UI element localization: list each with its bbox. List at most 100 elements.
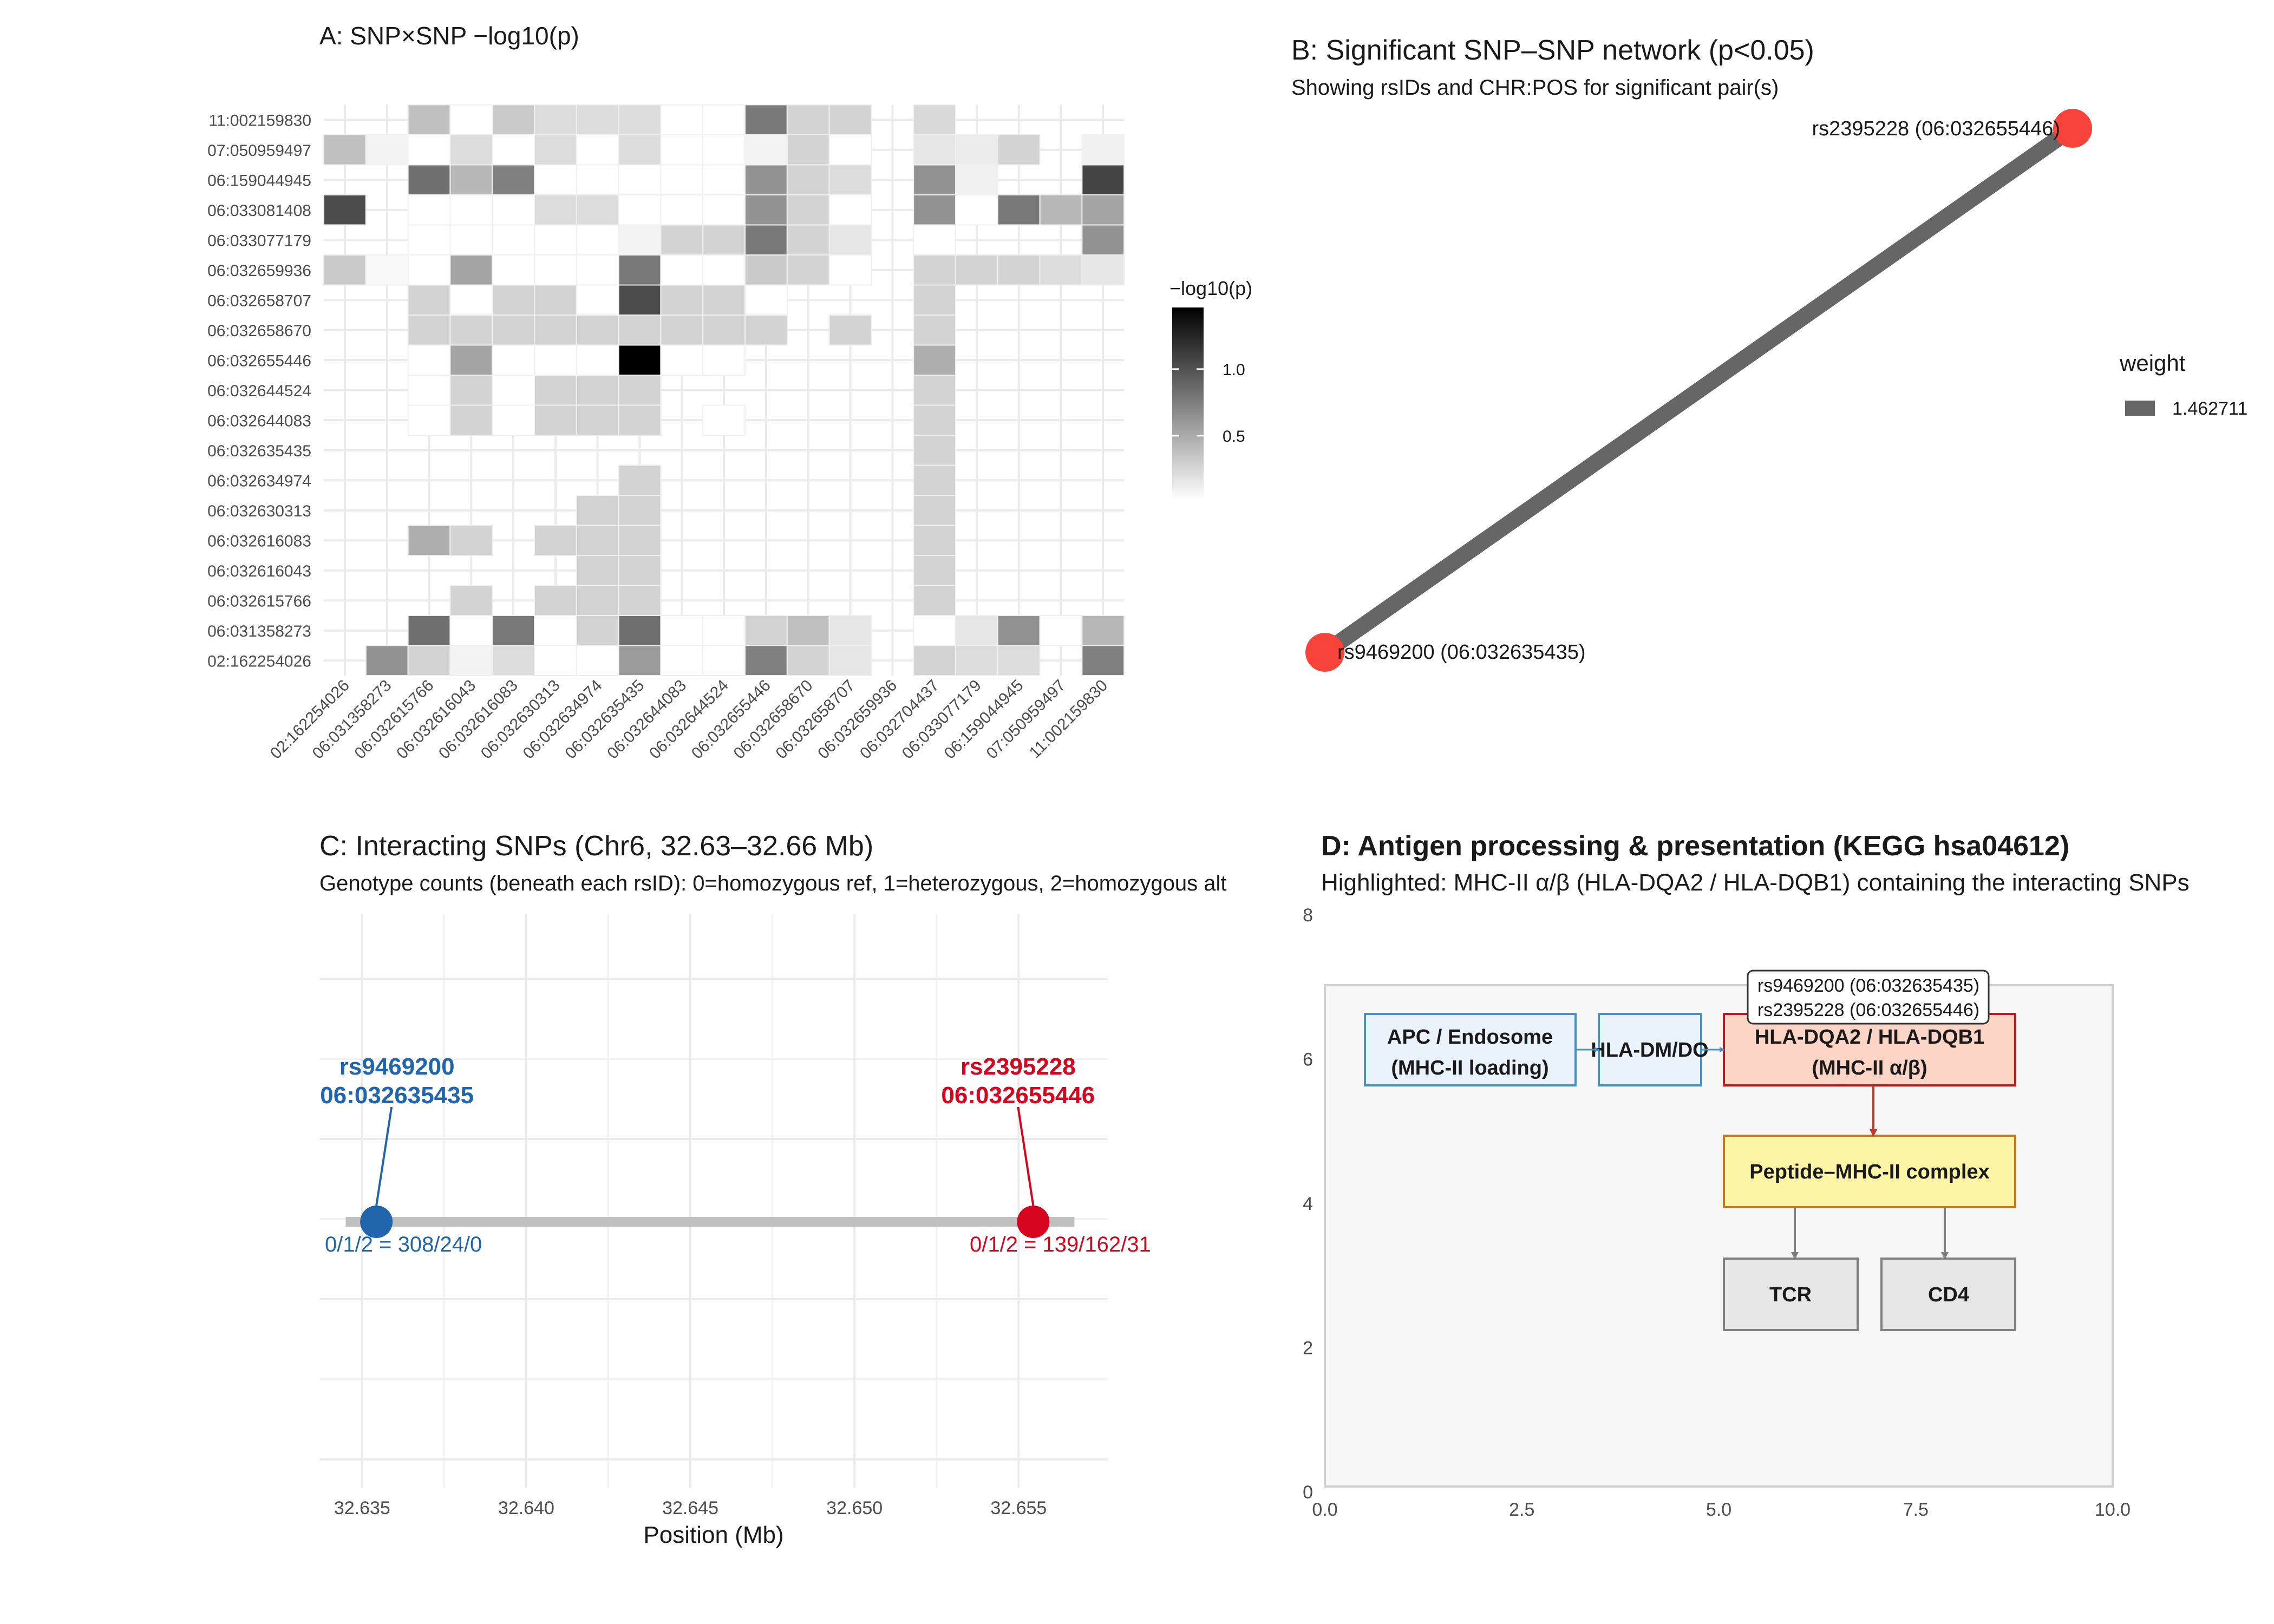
heatmap-cell[interactable] [702,344,746,376]
heatmap-cell[interactable] [492,164,535,195]
heatmap-cell[interactable] [913,254,956,286]
heatmap-cell[interactable] [492,134,535,166]
heatmap-cell[interactable] [702,404,746,436]
heatmap-cell[interactable] [449,164,493,195]
heatmap-cell[interactable] [449,645,493,676]
heatmap-cell[interactable] [576,104,619,135]
heatmap-cell[interactable] [449,615,493,646]
heatmap-cell[interactable] [576,375,619,406]
heatmap-cell[interactable] [828,315,872,346]
heatmap-cell[interactable] [660,615,704,646]
heatmap-cell[interactable] [576,645,619,676]
heatmap-cell[interactable] [576,315,619,346]
heatmap-cell[interactable] [1081,254,1125,286]
heatmap-cell[interactable] [1081,164,1125,195]
heatmap-cell[interactable] [407,224,451,256]
heatmap-cell[interactable] [449,375,493,406]
heatmap-cell[interactable] [660,104,704,135]
pathway-box-hla-dqa2-dqb1[interactable]: HLA-DQA2 / HLA-DQB1 (MHC-II α/β) [1723,1013,2016,1086]
heatmap-cell[interactable] [955,615,998,646]
heatmap-cell[interactable] [449,134,493,166]
heatmap-cell[interactable] [618,164,662,195]
heatmap-cell[interactable] [913,104,956,135]
heatmap-cell[interactable] [492,375,535,406]
heatmap-cell[interactable] [913,404,956,436]
heatmap-cell[interactable] [786,134,830,166]
heatmap-cell[interactable] [534,224,577,256]
heatmap-cell[interactable] [744,254,788,286]
heatmap-cell[interactable] [744,315,788,346]
heatmap-cell[interactable] [492,104,535,135]
heatmap-cell[interactable] [407,615,451,646]
heatmap-cell[interactable] [618,254,662,286]
heatmap-cell[interactable] [660,224,704,256]
heatmap-cell[interactable] [449,315,493,346]
pathway-box-hla-dm-do[interactable]: HLA-DM/DO [1591,1013,1709,1086]
heatmap-cell[interactable] [702,254,746,286]
heatmap-cell[interactable] [492,254,535,286]
heatmap-cell[interactable] [618,344,662,376]
heatmap-cell[interactable] [702,194,746,226]
heatmap-cell[interactable] [744,164,788,195]
heatmap-cell[interactable] [997,194,1041,226]
pathway-box-cd4[interactable]: CD4 [1880,1258,2016,1331]
heatmap-cell[interactable] [997,615,1041,646]
heatmap-cell[interactable] [1081,645,1125,676]
heatmap-cell[interactable] [702,315,746,346]
heatmap-cell[interactable] [534,344,577,376]
heatmap-cell[interactable] [534,284,577,316]
heatmap-cell[interactable] [786,254,830,286]
heatmap-cell[interactable] [1039,194,1083,226]
snp-point-rs9469200[interactable] [360,1206,393,1238]
pathway-box-apc-endosome[interactable]: APC / Endosome (MHC-II loading) [1364,1013,1577,1086]
heatmap-cell[interactable] [576,404,619,436]
heatmap-cell[interactable] [534,645,577,676]
heatmap-cell[interactable] [449,284,493,316]
heatmap-cell[interactable] [618,495,662,526]
heatmap-cell[interactable] [576,344,619,376]
heatmap-cell[interactable] [1081,224,1125,256]
heatmap-cell[interactable] [576,615,619,646]
heatmap-cell[interactable] [618,464,662,496]
network-node-rs9469200[interactable] [1305,633,1344,672]
heatmap-cell[interactable] [828,104,872,135]
heatmap-cell[interactable] [913,555,956,586]
heatmap-cell[interactable] [913,585,956,616]
heatmap-cell[interactable] [955,254,998,286]
pathway-box-tcr[interactable]: TCR [1723,1258,1859,1331]
heatmap-cell[interactable] [576,495,619,526]
heatmap-cell[interactable] [534,134,577,166]
heatmap-cell[interactable] [786,164,830,195]
heatmap-cell[interactable] [702,224,746,256]
heatmap-cell[interactable] [492,284,535,316]
heatmap-cell[interactable] [913,224,956,256]
network-node-rs2395228[interactable] [2053,109,2092,148]
heatmap-cell[interactable] [913,344,956,376]
heatmap-cell[interactable] [660,164,704,195]
heatmap-cell[interactable] [1081,615,1125,646]
heatmap-cell[interactable] [576,194,619,226]
heatmap-cell[interactable] [744,615,788,646]
heatmap-cell[interactable] [660,315,704,346]
heatmap-cell[interactable] [702,164,746,195]
heatmap-cell[interactable] [492,615,535,646]
heatmap-cell[interactable] [660,194,704,226]
heatmap-cell[interactable] [913,464,956,496]
heatmap-cell[interactable] [660,284,704,316]
heatmap-cell[interactable] [828,194,872,226]
heatmap-cell[interactable] [449,404,493,436]
heatmap-cell[interactable] [534,194,577,226]
heatmap-cell[interactable] [702,104,746,135]
heatmap-cell[interactable] [618,404,662,436]
heatmap-cell[interactable] [407,525,451,556]
heatmap-cell[interactable] [913,134,956,166]
heatmap-cell[interactable] [365,645,409,676]
heatmap-cell[interactable] [492,404,535,436]
heatmap-cell[interactable] [618,104,662,135]
heatmap-cell[interactable] [702,615,746,646]
heatmap-cell[interactable] [449,525,493,556]
heatmap-cell[interactable] [913,164,956,195]
heatmap-cell[interactable] [786,104,830,135]
heatmap-cell[interactable] [534,164,577,195]
heatmap-cell[interactable] [576,224,619,256]
